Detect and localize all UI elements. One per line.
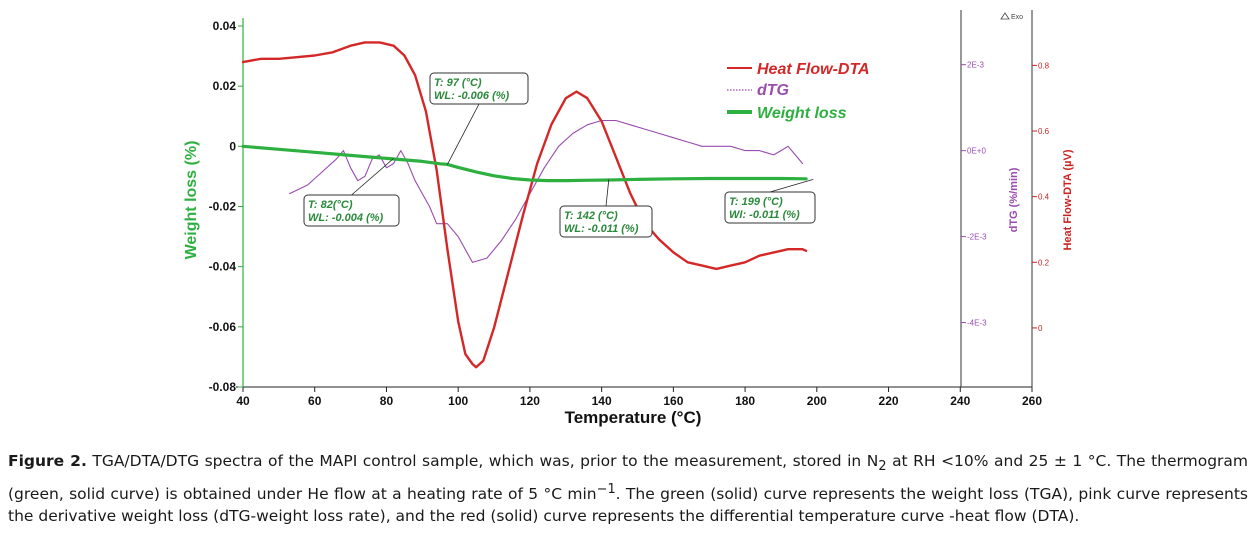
annotation-weight-loss: WI: -0.011 (%): [729, 209, 800, 221]
x-tick-label: 200: [807, 394, 827, 408]
x-tick-label: 220: [879, 394, 899, 408]
series-layer: [241, 41, 808, 369]
weight-tick-label: 0.02: [213, 79, 237, 93]
weight-tick-label: -0.02: [209, 200, 237, 214]
figure-caption: Figure 2. TGA/DTA/DTG spectra of the MAP…: [8, 450, 1248, 528]
dtg-tick-label: -2E-3: [967, 233, 987, 242]
annotation-temperature: T: 82(°C): [308, 199, 353, 211]
weight-axis-label: Weight loss (%): [183, 141, 200, 260]
x-tick-label: 40: [236, 394, 250, 408]
weight-tick-label: -0.04: [209, 260, 237, 274]
dta-tick-label: 0.8: [1038, 61, 1050, 70]
weight-tick-label: 0: [229, 139, 236, 153]
annotation-temperature: T: 142 (°C): [564, 210, 618, 222]
caption-text-1: TGA/DTA/DTG spectra of the MAPI control …: [86, 452, 879, 470]
x-tick-label: 60: [308, 394, 322, 408]
annotation-box: [429, 72, 529, 105]
x-tick-label: 80: [380, 394, 394, 408]
series-line-heat-flow-dta: [241, 41, 808, 369]
caption-text-2: at RH <10% and 25 ± 1 °C. The thermogram…: [8, 452, 1249, 503]
legend-label-weight-loss: Weight loss: [757, 105, 847, 122]
dta-tick-label: 0.4: [1038, 193, 1050, 202]
annotation-weight-loss: WL: -0.011 (%): [564, 223, 639, 235]
plot-area: [236, 10, 1033, 388]
weight-tick-label: -0.06: [209, 320, 237, 334]
weight-tick-label: 0.04: [213, 19, 237, 33]
x-axis-ticks: 40 60 80 100 120 140 160 180 200 220 240 260: [236, 387, 1042, 408]
annotation-layer: T: 97 (°C)WL: -0.006 (%)T: 82(°C)WL: -0.…: [303, 72, 816, 238]
dtg-axis-label: dTG (%/min): [1008, 167, 1020, 232]
dtg-tick-label: 2E-3: [967, 61, 984, 70]
annotation-leader: [447, 103, 480, 165]
caption-label: Figure 2.: [8, 452, 87, 470]
tga-dta-dtg-chart: 40 60 80 100 120 140 160 180 200 220 240 260 0.040.…: [183, 10, 1074, 427]
dtg-axis-ticks: 2E-3 0E+0 -2E-3 -4E-3: [961, 61, 987, 328]
dta-tick-label: 0: [1038, 324, 1043, 333]
dta-tick-label: 0.2: [1038, 258, 1050, 267]
x-tick-label: 160: [663, 394, 683, 408]
series-line-dtg: [289, 119, 804, 263]
annotation-temperature: T: 97 (°C): [434, 77, 482, 89]
legend: Heat Flow-DTA dTG Weight loss: [727, 61, 870, 122]
dta-axis-ticks: 0.8 0.6 0.4 0.2 0: [1032, 61, 1050, 333]
x-tick-label: 100: [448, 394, 468, 408]
x-tick-label: 120: [520, 394, 540, 408]
x-tick-label: 260: [1022, 394, 1042, 408]
exo-label: Exo: [1011, 14, 1023, 21]
caption-superscript: −1: [596, 481, 616, 497]
annotation-temperature: T: 199 (°C): [729, 196, 783, 208]
annotation-leader: [351, 158, 394, 196]
x-axis-label: Temperature (°C): [565, 408, 702, 427]
annotation-box: [559, 205, 653, 238]
x-tick-label: 140: [592, 394, 612, 408]
dta-tick-label: 0.6: [1038, 127, 1050, 136]
dtg-tick-label: -4E-3: [967, 319, 987, 328]
x-tick-label: 240: [950, 394, 970, 408]
exo-arrow-icon: [1000, 12, 1010, 20]
exo-marker: Exo: [1000, 12, 1023, 21]
dta-axis-label: Heat Flow-DTA (µV): [1062, 149, 1074, 250]
annotation-weight-loss: WL: -0.006 (%): [434, 90, 510, 102]
legend-label-dtg: dTG: [757, 82, 789, 99]
annotation-box: [303, 194, 400, 227]
caption-text-3: . The green (solid) curve represents the…: [8, 484, 1248, 526]
series-line-weight-loss: [241, 144, 808, 183]
annotation-box: [724, 191, 816, 224]
caption-subscript: 2: [878, 459, 887, 475]
annotation-leader: [769, 179, 814, 193]
dtg-tick-label: 0E+0: [967, 147, 986, 156]
x-tick-label: 180: [735, 394, 755, 408]
weight-axis-ticks: 0.04 0.02 0 -0.02 -0.04 -0.06 -0.08: [209, 19, 243, 394]
weight-tick-label: -0.08: [209, 380, 237, 394]
annotation-weight-loss: WL: -0.004 (%): [308, 212, 384, 224]
annotation-leader: [605, 179, 610, 207]
legend-label-heat-flow: Heat Flow-DTA: [757, 61, 870, 78]
